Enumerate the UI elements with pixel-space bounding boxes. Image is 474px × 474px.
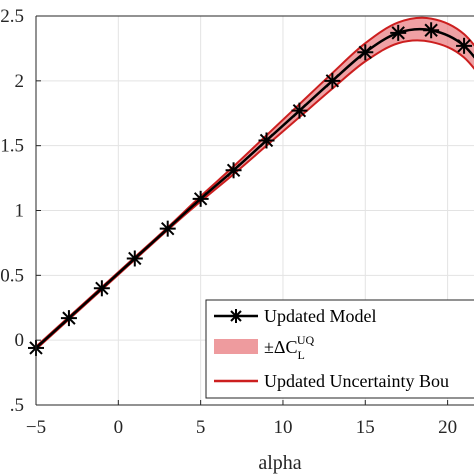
x-tick-label: −5 <box>26 417 46 438</box>
model-point <box>225 162 242 179</box>
model-point <box>126 250 143 267</box>
x-tick-label: 0 <box>114 417 124 438</box>
legend-swatch-band <box>214 339 258 354</box>
model-point <box>93 280 110 297</box>
x-tick-label: 10 <box>273 417 292 438</box>
legend-swatch-model-marker <box>229 309 243 323</box>
y-tick-label: 2.5 <box>0 6 24 27</box>
axes <box>35 15 474 406</box>
legend-label-band-sup: UQ <box>297 333 315 347</box>
model-point <box>258 132 275 149</box>
marker-layer <box>28 22 473 356</box>
x-tick-labels: −5 0 5 10 15 20 <box>26 417 457 438</box>
model-point <box>291 102 308 119</box>
legend-label-model: Updated Model <box>264 306 376 326</box>
model-point <box>423 22 440 39</box>
model-point <box>159 220 176 237</box>
upper-bound-line <box>35 16 474 348</box>
model-point <box>192 190 209 207</box>
legend-label-band: ±ΔCLUQ <box>264 333 314 362</box>
model-point <box>390 24 407 41</box>
legend: Updated Model ±ΔCLUQ Updated Uncertainty… <box>205 299 474 399</box>
legend-label-band-main: ±ΔC <box>264 337 297 357</box>
x-tick-label: 15 <box>356 417 375 438</box>
x-axis-label: alpha <box>258 452 301 474</box>
model-point <box>456 37 473 54</box>
model-point <box>357 44 374 61</box>
x-tick-label: 20 <box>438 417 457 438</box>
y-tick-label: 1.5 <box>0 136 24 157</box>
model-point <box>324 72 341 89</box>
y-tick-label: 0 <box>15 330 25 351</box>
legend-label-bound: Updated Uncertainty Bou <box>264 371 449 391</box>
y-tick-labels: .5 0 0.5 1 1.5 2 2.5 <box>0 6 24 416</box>
y-tick-label: 0.5 <box>0 265 24 286</box>
y-tick-label: 2 <box>15 71 25 92</box>
legend-label-band-sub: L <box>297 348 304 362</box>
model-point <box>60 310 77 327</box>
y-tick-label: .5 <box>10 395 24 416</box>
y-tick-label: 1 <box>15 201 25 222</box>
x-tick-label: 5 <box>196 417 206 438</box>
